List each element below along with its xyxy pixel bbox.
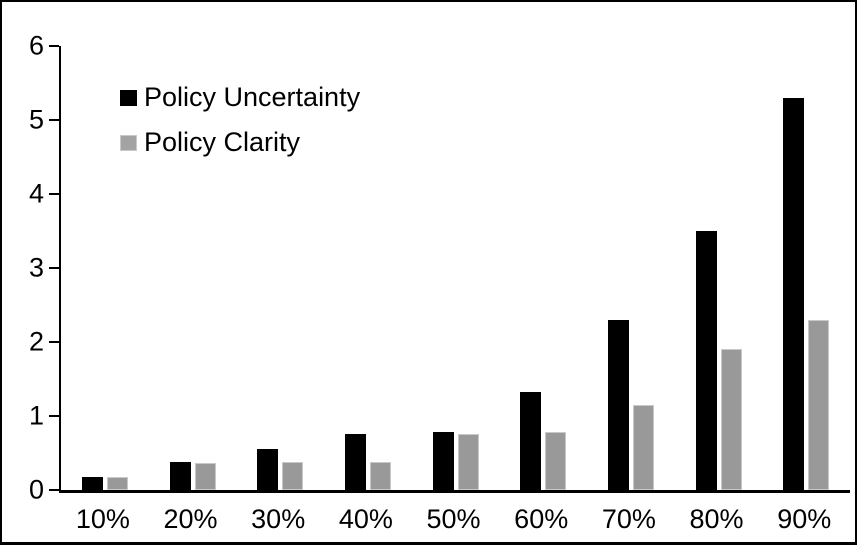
bar-policy-clarity-70% bbox=[632, 405, 654, 490]
x-tick-label-10%: 10% bbox=[75, 504, 130, 534]
y-axis: 0 1 2 3 4 5 6 bbox=[2, 2, 47, 542]
bar-group-70% bbox=[587, 46, 675, 490]
bar-policy-uncertainty-20% bbox=[169, 462, 191, 490]
bar-policy-clarity-50% bbox=[457, 434, 479, 490]
bar-policy-clarity-20% bbox=[194, 463, 216, 490]
y-tick-label: 1 bbox=[28, 400, 44, 431]
bar-group-50% bbox=[412, 46, 500, 490]
x-tick-label-40%: 40% bbox=[338, 504, 393, 534]
bar-policy-clarity-40% bbox=[369, 462, 391, 490]
bar-policy-clarity-90% bbox=[808, 320, 830, 490]
bar-group-80% bbox=[675, 46, 763, 490]
bar-group-90% bbox=[762, 46, 850, 490]
bar-policy-uncertainty-40% bbox=[344, 434, 366, 490]
legend-item-policy-clarity: Policy Clarity bbox=[120, 127, 360, 158]
x-tick-label-30%: 30% bbox=[251, 504, 306, 534]
bar-policy-uncertainty-50% bbox=[432, 432, 454, 490]
y-tick-mark bbox=[49, 489, 59, 491]
bar-policy-clarity-30% bbox=[282, 462, 304, 490]
legend-swatch-icon bbox=[120, 89, 137, 106]
legend-item-policy-uncertainty: Policy Uncertainty bbox=[120, 82, 360, 113]
x-tick-label-90%: 90% bbox=[777, 504, 832, 534]
bar-group-30% bbox=[236, 46, 324, 490]
bar-policy-uncertainty-60% bbox=[520, 392, 542, 490]
bar-policy-clarity-60% bbox=[545, 432, 567, 490]
bar-policy-clarity-10% bbox=[106, 477, 128, 490]
y-tick-label: 6 bbox=[28, 30, 44, 61]
bar-policy-uncertainty-70% bbox=[607, 320, 629, 490]
y-tick-label: 3 bbox=[28, 252, 44, 283]
bar-group-40% bbox=[324, 46, 412, 490]
legend-swatch-icon bbox=[120, 134, 137, 151]
legend-label: Policy Uncertainty bbox=[144, 82, 361, 112]
bar-policy-clarity-80% bbox=[720, 349, 742, 490]
x-tick-label-80%: 80% bbox=[689, 504, 744, 534]
bar-policy-uncertainty-80% bbox=[695, 231, 717, 490]
y-tick-mark bbox=[49, 193, 59, 195]
x-tick-label-50%: 50% bbox=[426, 504, 481, 534]
y-tick-label: 0 bbox=[28, 474, 44, 505]
bar-group-10% bbox=[61, 46, 149, 490]
x-tick-label-70%: 70% bbox=[601, 504, 656, 534]
bar-group-60% bbox=[499, 46, 587, 490]
y-tick-mark bbox=[49, 45, 59, 47]
x-tick-label-20%: 20% bbox=[163, 504, 218, 534]
bar-policy-uncertainty-10% bbox=[81, 477, 103, 490]
legend: Policy Uncertainty Policy Clarity bbox=[120, 82, 360, 158]
bar-policy-uncertainty-90% bbox=[783, 98, 805, 490]
y-tick-label: 5 bbox=[28, 104, 44, 135]
legend-label: Policy Clarity bbox=[144, 127, 301, 157]
bar-group-20% bbox=[149, 46, 237, 490]
y-tick-mark bbox=[49, 267, 59, 269]
x-axis: 10% 20% 30% 40% 50% 60% 70% 80% 90% bbox=[59, 501, 848, 537]
y-tick-mark bbox=[49, 415, 59, 417]
plot-area bbox=[59, 46, 850, 493]
y-tick-mark bbox=[49, 119, 59, 121]
y-tick-mark bbox=[49, 341, 59, 343]
bars-container bbox=[61, 46, 850, 490]
bar-policy-uncertainty-30% bbox=[257, 449, 279, 490]
y-tick-label: 2 bbox=[28, 326, 44, 357]
x-tick-label-60%: 60% bbox=[514, 504, 569, 534]
y-tick-label: 4 bbox=[28, 178, 44, 209]
